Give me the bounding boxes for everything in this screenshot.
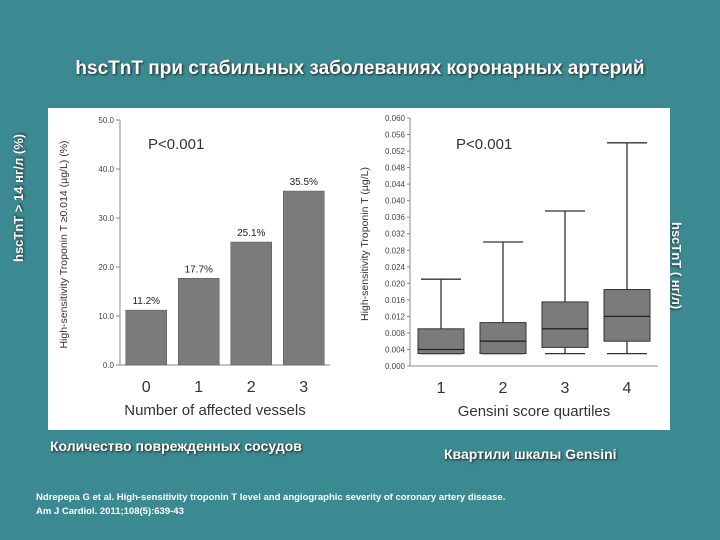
charts-svg: 0.0 10.0 20.0 30.0 40.0 50.0 11.2% 0 17.7% 1 25.1%… (58, 114, 658, 420)
box-y-tick-label: 0.000 (385, 362, 406, 371)
right-caption: Квартили шкалы Gensini (444, 446, 617, 462)
box (541, 301, 589, 348)
bar-y-tick-label: 20.0 (98, 263, 114, 272)
reference-line-2: Am J Cardiol. 2011;108(5):639-43 (36, 506, 184, 517)
box (603, 289, 651, 342)
bar (178, 278, 220, 366)
bar (230, 241, 272, 366)
bar-x-axis-title: Number of affected vessels (124, 402, 305, 419)
bar-value-label: 17.7% (185, 264, 213, 275)
slide-title: hscTnT при стабильных заболеваниях корон… (75, 58, 645, 79)
box-x-tick-label: 1 (437, 380, 446, 397)
box-y-tick-label: 0.020 (385, 279, 406, 288)
box-y-tick-label: 0.048 (385, 164, 406, 173)
bar-y-axis-title: High-sensitivity Troponin T ≥0.014 (µg/L… (58, 140, 70, 348)
box-y-tick-label: 0.004 (385, 345, 406, 354)
bar-x-tick-label: 1 (194, 379, 203, 396)
box-y-tick-label: 0.032 (385, 230, 406, 239)
box-y-tick-label: 0.024 (385, 263, 406, 272)
bar-x-tick-label: 2 (247, 379, 256, 396)
box-y-axis-title: High-sensitivity Troponin T (µg/L) (359, 167, 371, 321)
box-y-tick-label: 0.016 (385, 296, 406, 305)
box-y-tick-label: 0.056 (385, 131, 406, 140)
box-y-tick-label: 0.052 (385, 147, 406, 156)
box-p-value: P<0.001 (456, 136, 512, 153)
bar-x-tick-label: 0 (142, 379, 151, 396)
box-x-axis-title: Gensini score quartiles (458, 403, 611, 420)
box (479, 322, 527, 355)
left-side-label: hscTnT > 14 нг/л (%) (11, 133, 26, 262)
reference-line-1: Ndrepepa G et al. High-sensitivity tropo… (36, 492, 506, 503)
box-y-tick-label: 0.008 (385, 329, 406, 338)
box-x-tick-label: 2 (499, 380, 508, 397)
bar-value-label: 25.1% (237, 228, 265, 239)
box-y-tick-label: 0.036 (385, 213, 406, 222)
box-x-tick-label: 3 (561, 380, 570, 397)
bar (125, 309, 167, 366)
chart-panel: 0.0 10.0 20.0 30.0 40.0 50.0 11.2% 0 17.7% 1 25.1%… (48, 108, 670, 430)
box-y-tick-label: 0.028 (385, 246, 406, 255)
box-y-tick-label: 0.060 (385, 114, 406, 123)
bar-y-tick-label: 30.0 (98, 214, 114, 223)
bar-x-tick-label: 3 (299, 379, 308, 396)
right-side-label: hscTnT ( нг/л) (669, 222, 684, 310)
bar-value-label: 35.5% (290, 177, 318, 188)
left-caption: Количество поврежденных сосудов (50, 438, 302, 454)
box-y-tick-label: 0.040 (385, 197, 406, 206)
bar-value-label: 11.2% (132, 296, 160, 307)
bar (283, 190, 325, 366)
box-y-tick-label: 0.044 (385, 180, 406, 189)
bar-y-tick-label: 40.0 (98, 165, 114, 174)
bar-y-tick-label: 10.0 (98, 312, 114, 321)
box-y-tick-label: 0.012 (385, 312, 406, 321)
bar-y-tick-label: 0.0 (103, 361, 115, 370)
box-x-tick-label: 4 (623, 380, 632, 397)
bar-y-tick-label: 50.0 (98, 116, 114, 125)
bar-p-value: P<0.001 (148, 136, 204, 153)
